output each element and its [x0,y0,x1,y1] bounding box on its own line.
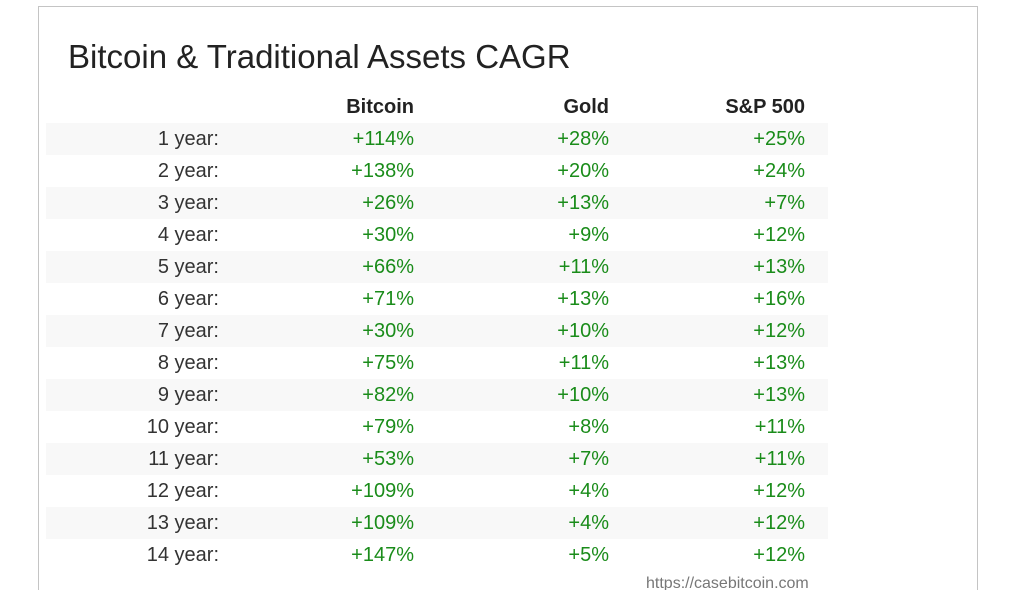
sp500-cagr: +13% [753,255,805,278]
bitcoin-cagr: +138% [351,159,414,182]
row-label: 13 year: [146,511,219,534]
bitcoin-cagr: +79% [362,415,414,438]
row-label: 12 year: [146,479,219,502]
header-row: Bitcoin Gold S&P 500 [46,91,828,123]
header-sp500: S&P 500 [725,95,805,118]
header-gold: Gold [563,95,609,118]
gold-cagr: +4% [568,511,609,534]
table-row: 8 year: +75% +11% +13% [46,347,828,379]
table-row: 5 year: +66% +11% +13% [46,251,828,283]
row-pad [805,219,828,251]
page-title: Bitcoin & Traditional Assets CAGR [68,38,571,75]
gold-cagr: +13% [557,191,609,214]
row-label: 8 year: [157,351,219,374]
sp500-cagr: +12% [753,543,805,566]
sp500-cagr: +16% [753,287,805,310]
source-link[interactable]: https://casebitcoin.com [646,575,809,590]
sp500-cagr: +24% [753,159,805,182]
sp500-cagr: +7% [764,191,805,214]
gold-cagr: +9% [568,223,609,246]
bitcoin-cagr: +114% [352,127,414,150]
cagr-table: Bitcoin Gold S&P 500 1 year: +114% +28% +25… [46,91,828,571]
row-pad [805,443,828,475]
table-row: 2 year: +138% +20% +24% [46,155,828,187]
gold-cagr: +10% [557,319,609,342]
table-row: 1 year: +114% +28% +25% [46,123,828,155]
row-label: 11 year: [148,447,219,470]
row-pad [805,347,828,379]
gold-cagr: +4% [568,479,609,502]
gold-cagr: +10% [557,383,609,406]
bitcoin-cagr: +26% [362,191,414,214]
bitcoin-cagr: +53% [362,447,414,470]
table-row: 13 year: +109% +4% +12% [46,507,828,539]
gold-cagr: +7% [568,447,609,470]
bitcoin-cagr: +109% [351,479,414,502]
bitcoin-cagr: +30% [362,319,414,342]
gold-cagr: +5% [568,543,609,566]
row-pad [805,155,828,187]
bitcoin-cagr: +66% [362,255,414,278]
table-row: 7 year: +30% +10% +12% [46,315,828,347]
row-label: 14 year: [146,543,219,566]
sp500-cagr: +13% [753,383,805,406]
table-row: 11 year: +53% +7% +11% [46,443,828,475]
row-pad [805,475,828,507]
table-row: 6 year: +71% +13% +16% [46,283,828,315]
header-bitcoin: Bitcoin [346,95,414,118]
row-label: 9 year: [157,383,219,406]
row-pad [805,411,828,443]
gold-cagr: +8% [568,415,609,438]
row-pad [805,507,828,539]
row-pad [805,283,828,315]
sp500-cagr: +12% [753,223,805,246]
gold-cagr: +11% [558,351,609,374]
table-row: 12 year: +109% +4% +12% [46,475,828,507]
sp500-cagr: +13% [753,351,805,374]
table-row: 3 year: +26% +13% +7% [46,187,828,219]
row-label: 3 year: [157,191,219,214]
row-label: 10 year: [146,415,219,438]
row-label: 7 year: [157,319,219,342]
header-blank [46,91,219,123]
bitcoin-cagr: +30% [362,223,414,246]
sp500-cagr: +12% [753,511,805,534]
bitcoin-cagr: +71% [362,287,414,310]
row-label: 4 year: [157,223,219,246]
bitcoin-cagr: +82% [362,383,414,406]
row-pad [805,379,828,411]
sp500-cagr: +12% [753,319,805,342]
gold-cagr: +20% [557,159,609,182]
cagr-card [38,6,978,590]
header-pad [805,91,828,123]
row-label: 5 year: [157,255,219,278]
row-label: 2 year: [157,159,219,182]
table-row: 4 year: +30% +9% +12% [46,219,828,251]
row-pad [805,539,828,571]
gold-cagr: +13% [557,287,609,310]
row-pad [805,187,828,219]
sp500-cagr: +25% [753,127,805,150]
sp500-cagr: +11% [754,447,805,470]
gold-cagr: +28% [557,127,609,150]
row-pad [805,315,828,347]
bitcoin-cagr: +109% [351,511,414,534]
row-label: 1 year: [157,127,219,150]
table-row: 14 year: +147% +5% +12% [46,539,828,571]
bitcoin-cagr: +75% [362,351,414,374]
table-row: 10 year: +79% +8% +11% [46,411,828,443]
gold-cagr: +11% [558,255,609,278]
sp500-cagr: +11% [754,415,805,438]
row-pad [805,123,828,155]
table-row: 9 year: +82% +10% +13% [46,379,828,411]
bitcoin-cagr: +147% [351,543,414,566]
row-pad [805,251,828,283]
row-label: 6 year: [157,287,219,310]
sp500-cagr: +12% [753,479,805,502]
